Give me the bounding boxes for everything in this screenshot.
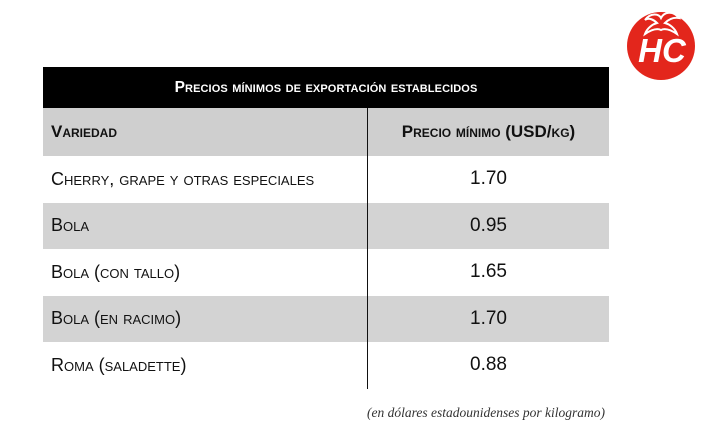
price-table: Precios mínimos de exportación estableci… [43,67,609,389]
price-cell: 1.65 [470,261,507,283]
variety-cell: Bola [43,202,368,249]
tomato-logo-icon: HC [627,11,695,80]
variety-cell: Bola (con tallo) [43,249,368,296]
table-row: Bola 0.95 [43,202,609,249]
table-row: Cherry, grape y otras especiales 1.70 [43,156,609,203]
header-variedad: Variedad [43,108,368,156]
table-row: Roma (saladette) 0.88 [43,342,609,389]
price-cell: 0.95 [470,214,507,236]
price-cell: 1.70 [470,168,507,190]
table-row: Bola (con tallo) 1.65 [43,249,609,296]
variety-cell: Cherry, grape y otras especiales [43,156,368,203]
table-row: Bola (en racimo) 1.70 [43,295,609,342]
table-header-row: Variedad Precio mínimo (USD/kg) [43,108,609,156]
price-cell: 1.70 [470,307,507,329]
table-title: Precios mínimos de exportación estableci… [43,67,609,108]
variety-cell: Bola (en racimo) [43,295,368,342]
logo-text: HC [638,32,687,69]
price-cell: 0.88 [470,354,507,376]
header-precio: Precio mínimo (USD/kg) [401,122,576,141]
variety-cell: Roma (saladette) [43,342,368,389]
units-note: (en dólares estadounidenses por kilogram… [367,405,605,420]
